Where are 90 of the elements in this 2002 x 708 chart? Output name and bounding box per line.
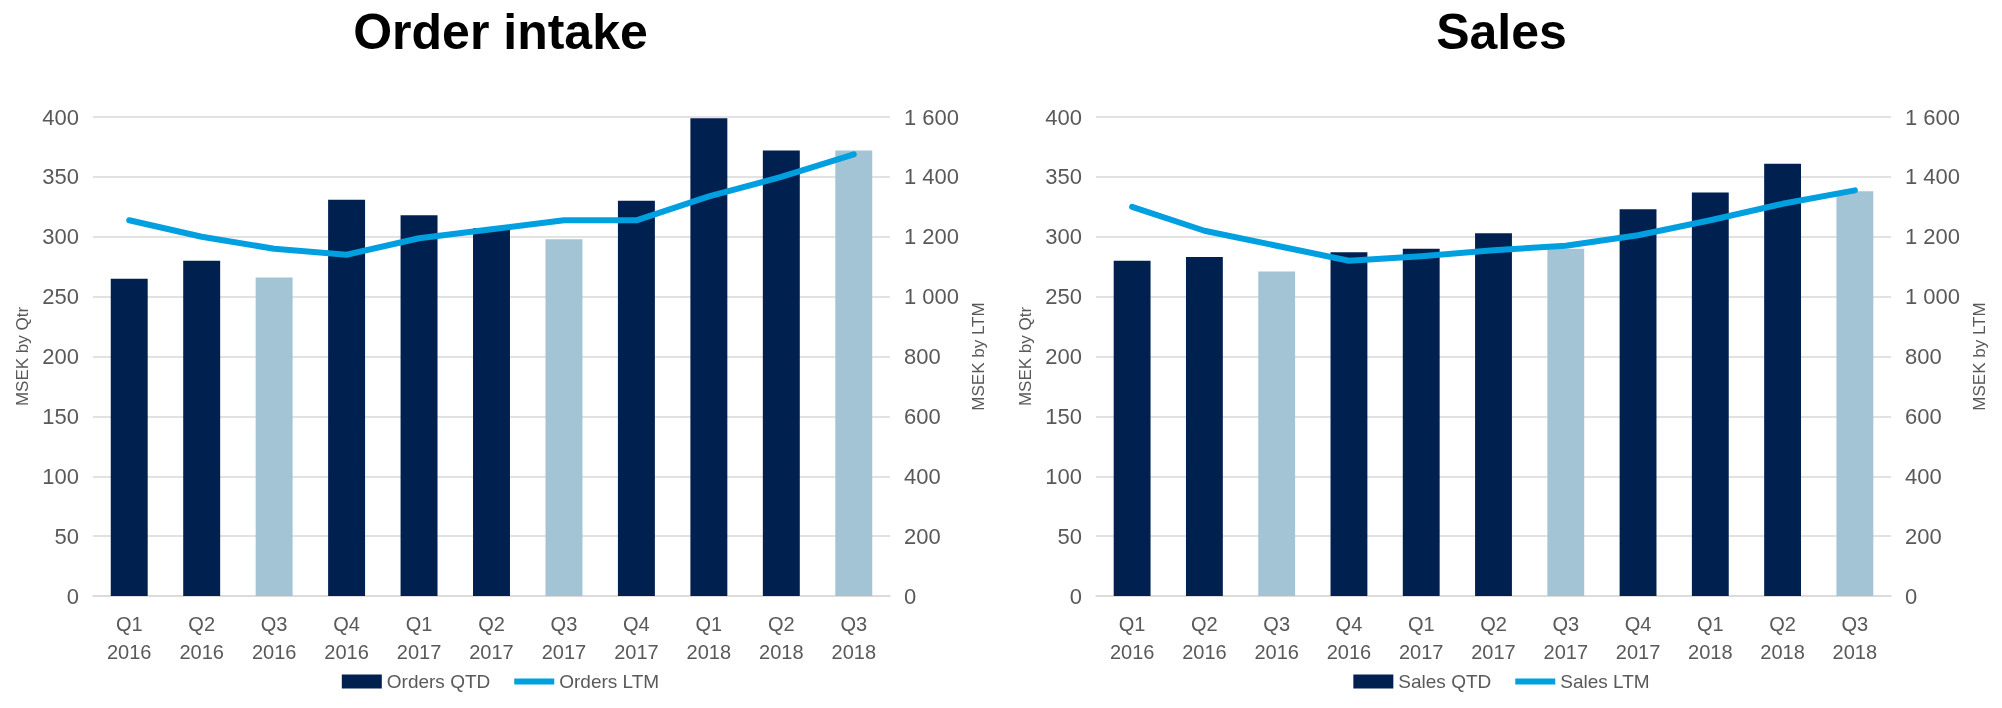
x-tick-label: Q3 2017 <box>541 613 587 663</box>
x-tick-label: Q2 2017 <box>1471 613 1516 663</box>
x-tick-label: Q3 2017 <box>1543 613 1589 663</box>
y-tick-label: 300 <box>1045 224 1082 250</box>
y-tick-label: 300 <box>42 224 79 250</box>
bar <box>545 239 583 596</box>
x-tick-label: Q1 2017 <box>396 613 442 663</box>
chart-title: Sales <box>1436 4 1567 60</box>
bar <box>1547 248 1585 596</box>
bar <box>328 199 366 596</box>
y2-tick-label: 400 <box>1905 463 1942 489</box>
y-tick-label: 400 <box>1045 104 1082 130</box>
x-tick-label: Q2 2017 <box>469 613 514 663</box>
y-axis-title: MSEK by Qtr <box>1016 306 1035 407</box>
bar <box>690 118 728 596</box>
x-tick-label: Q4 2016 <box>1326 613 1372 663</box>
y-tick-label: 350 <box>42 164 79 190</box>
bar <box>1691 192 1729 596</box>
y-axis-title: MSEK by Qtr <box>13 306 32 407</box>
y2-tick-label: 400 <box>904 463 941 489</box>
y2-tick-label: 600 <box>1905 403 1942 429</box>
y2-tick-label: 1 200 <box>904 224 960 250</box>
bar <box>1113 260 1151 596</box>
chart-title: Order intake <box>353 4 648 60</box>
y-tick-label: 0 <box>66 583 79 609</box>
y2-tick-label: 200 <box>904 523 941 549</box>
bar <box>1764 163 1802 596</box>
bar <box>1619 209 1657 596</box>
x-tick-label: Q4 2016 <box>324 613 369 663</box>
y2-tick-label: 800 <box>1905 344 1942 369</box>
y-tick-label: 0 <box>1069 583 1082 609</box>
x-tick-label: Q1 2018 <box>1688 613 1733 663</box>
y-tick-label: 200 <box>1045 344 1082 369</box>
y-tick-label: 350 <box>1045 164 1082 190</box>
y2-tick-label: 1 400 <box>1905 164 1961 190</box>
x-tick-label: Q1 2016 <box>1109 613 1155 663</box>
bar <box>1330 252 1368 596</box>
x-tick-label: Q3 2018 <box>1832 613 1878 663</box>
y-tick-label: 250 <box>42 284 79 310</box>
y2-tick-label: 1 600 <box>1905 104 1961 130</box>
y2-tick-label: 0 <box>904 583 917 609</box>
bar <box>1836 191 1874 596</box>
y-tick-label: 150 <box>42 403 79 429</box>
bar <box>1185 257 1223 596</box>
y-tick-label: 100 <box>1045 463 1082 489</box>
x-tick-label: Q4 2017 <box>614 613 659 663</box>
legend-label: Orders QTD <box>386 671 491 692</box>
bar <box>1258 271 1296 596</box>
bar <box>110 278 148 596</box>
y-tick-label: 50 <box>1057 523 1082 549</box>
x-tick-label: Q2 2018 <box>759 613 804 663</box>
y-tick-label: 200 <box>42 344 79 369</box>
y2-tick-label: 1 600 <box>904 104 960 130</box>
bar <box>183 260 221 596</box>
bar <box>617 200 655 596</box>
y2-tick-label: 1 200 <box>1905 224 1961 250</box>
y2-axis-title: MSEK by LTM <box>969 302 988 411</box>
y-tick-label: 250 <box>1045 284 1082 310</box>
y-tick-label: 150 <box>1045 403 1082 429</box>
y2-tick-label: 800 <box>904 344 941 369</box>
bar <box>473 228 510 596</box>
bar <box>1402 248 1440 596</box>
y-tick-label: 400 <box>42 104 79 130</box>
x-tick-label: Q1 2018 <box>686 613 732 663</box>
y2-tick-label: 600 <box>904 403 941 429</box>
y2-tick-label: 1 000 <box>1905 284 1961 310</box>
x-tick-label: Q2 2016 <box>179 613 224 663</box>
bar <box>762 150 800 596</box>
x-tick-label: Q4 2017 <box>1615 613 1661 663</box>
legend-label: Sales QTD <box>1398 671 1492 692</box>
legend-label: Sales LTM <box>1560 671 1650 692</box>
bar <box>255 277 293 596</box>
legend-label: Orders LTM <box>559 671 660 692</box>
y-tick-label: 100 <box>42 463 79 489</box>
x-tick-label: Q3 2018 <box>831 613 877 663</box>
x-tick-label: Q1 2017 <box>1398 613 1444 663</box>
y2-tick-label: 0 <box>1905 583 1918 609</box>
y-tick-label: 50 <box>54 523 79 549</box>
x-tick-label: Q2 2016 <box>1182 613 1227 663</box>
x-tick-label: Q1 2016 <box>106 613 152 663</box>
bar <box>1475 233 1512 596</box>
bar <box>835 150 873 596</box>
x-tick-label: Q2 2018 <box>1760 613 1805 663</box>
y2-tick-label: 1 400 <box>904 164 960 190</box>
x-tick-label: Q3 2016 <box>251 613 297 663</box>
bar <box>400 215 438 596</box>
y2-axis-title: MSEK by LTM <box>1970 302 1989 411</box>
y2-tick-label: 1 000 <box>904 284 960 310</box>
x-tick-label: Q3 2016 <box>1254 613 1299 663</box>
y2-tick-label: 200 <box>1905 523 1942 549</box>
